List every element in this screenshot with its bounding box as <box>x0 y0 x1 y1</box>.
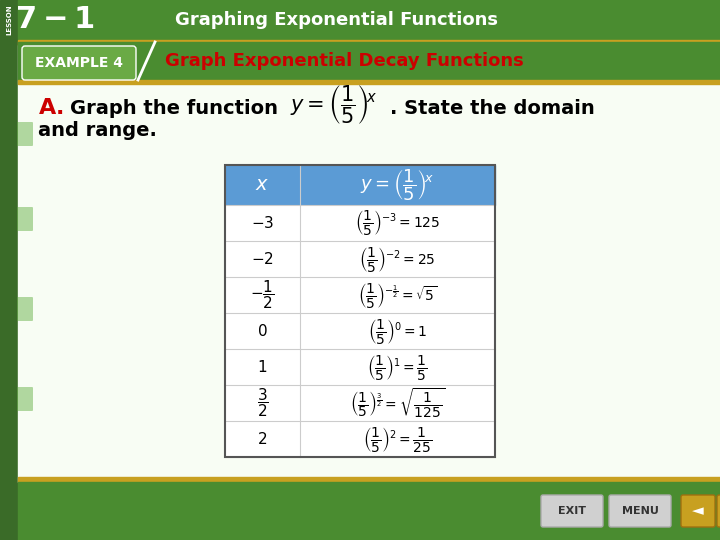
Text: MENU: MENU <box>621 506 658 516</box>
FancyBboxPatch shape <box>609 495 671 527</box>
Bar <box>225 241 495 277</box>
Bar <box>225 165 495 457</box>
Bar <box>18 80 720 84</box>
Text: $\left(\dfrac{1}{5}\right)^{1}=\dfrac{1}{5}$: $\left(\dfrac{1}{5}\right)^{1}=\dfrac{1}… <box>367 353 428 381</box>
Bar <box>225 349 495 385</box>
Text: $\it{x}$: $\it{x}$ <box>256 176 269 194</box>
Text: $0$: $0$ <box>257 323 268 339</box>
Text: $\it{y}=\left(\dfrac{1}{5}\right)^{\!\it{x}}$: $\it{y}=\left(\dfrac{1}{5}\right)^{\!\it… <box>361 167 435 203</box>
Bar <box>225 385 495 421</box>
Text: Graphing Exponential Functions: Graphing Exponential Functions <box>175 11 498 29</box>
Bar <box>18 40 720 45</box>
FancyBboxPatch shape <box>22 46 136 80</box>
Bar <box>18 482 720 540</box>
Bar <box>18 42 720 80</box>
Text: $\left(\dfrac{1}{5}\right)^{\frac{3}{2}}=\sqrt{\dfrac{1}{125}}$: $\left(\dfrac{1}{5}\right)^{\frac{3}{2}}… <box>350 386 446 420</box>
Text: Graph the function: Graph the function <box>70 98 278 118</box>
Text: $\left(\dfrac{1}{5}\right)^{-3}=125$: $\left(\dfrac{1}{5}\right)^{-3}=125$ <box>355 208 440 238</box>
FancyBboxPatch shape <box>17 297 33 321</box>
Text: and range.: and range. <box>38 120 157 139</box>
Bar <box>225 205 495 241</box>
Text: $1$: $1$ <box>257 359 268 375</box>
Text: $y=\left(\dfrac{1}{5}\right)^{\!x}$: $y=\left(\dfrac{1}{5}\right)^{\!x}$ <box>290 83 377 125</box>
Text: LESSON: LESSON <box>6 5 12 35</box>
Text: ◄: ◄ <box>692 503 704 518</box>
Text: $-3$: $-3$ <box>251 215 274 231</box>
Text: $\left(\dfrac{1}{5}\right)^{-\frac{1}{2}}=\sqrt{5}$: $\left(\dfrac{1}{5}\right)^{-\frac{1}{2}… <box>358 280 437 309</box>
Bar <box>225 421 495 457</box>
Text: EXIT: EXIT <box>558 506 586 516</box>
Text: $\left(\dfrac{1}{5}\right)^{0}=1$: $\left(\dfrac{1}{5}\right)^{0}=1$ <box>368 316 427 346</box>
Bar <box>225 277 495 313</box>
Text: . State the domain: . State the domain <box>390 98 595 118</box>
FancyBboxPatch shape <box>17 122 33 146</box>
Bar <box>18 0 720 40</box>
Bar <box>18 45 720 482</box>
Bar <box>0 0 18 540</box>
Text: $\dfrac{3}{2}$: $\dfrac{3}{2}$ <box>256 387 269 420</box>
Text: $\mathbf{A.}$: $\mathbf{A.}$ <box>38 98 63 118</box>
FancyBboxPatch shape <box>681 495 715 527</box>
FancyBboxPatch shape <box>17 387 33 411</box>
FancyBboxPatch shape <box>717 495 720 527</box>
Bar <box>18 477 720 482</box>
Text: EXAMPLE 4: EXAMPLE 4 <box>35 56 123 70</box>
FancyBboxPatch shape <box>541 495 603 527</box>
Bar <box>225 313 495 349</box>
Text: $\left(\dfrac{1}{5}\right)^{2}=\dfrac{1}{25}$: $\left(\dfrac{1}{5}\right)^{2}=\dfrac{1}… <box>363 424 432 454</box>
FancyBboxPatch shape <box>17 207 33 231</box>
Text: Graph Exponential Decay Functions: Graph Exponential Decay Functions <box>165 52 523 70</box>
Text: $\left(\dfrac{1}{5}\right)^{-2}=25$: $\left(\dfrac{1}{5}\right)^{-2}=25$ <box>359 245 436 273</box>
Text: $-2$: $-2$ <box>251 251 274 267</box>
Text: $-\dfrac{1}{2}$: $-\dfrac{1}{2}$ <box>251 279 275 312</box>
Text: $2$: $2$ <box>258 431 268 447</box>
Text: $\mathbf{7-1}$: $\mathbf{7-1}$ <box>15 5 95 35</box>
Bar <box>225 165 495 205</box>
